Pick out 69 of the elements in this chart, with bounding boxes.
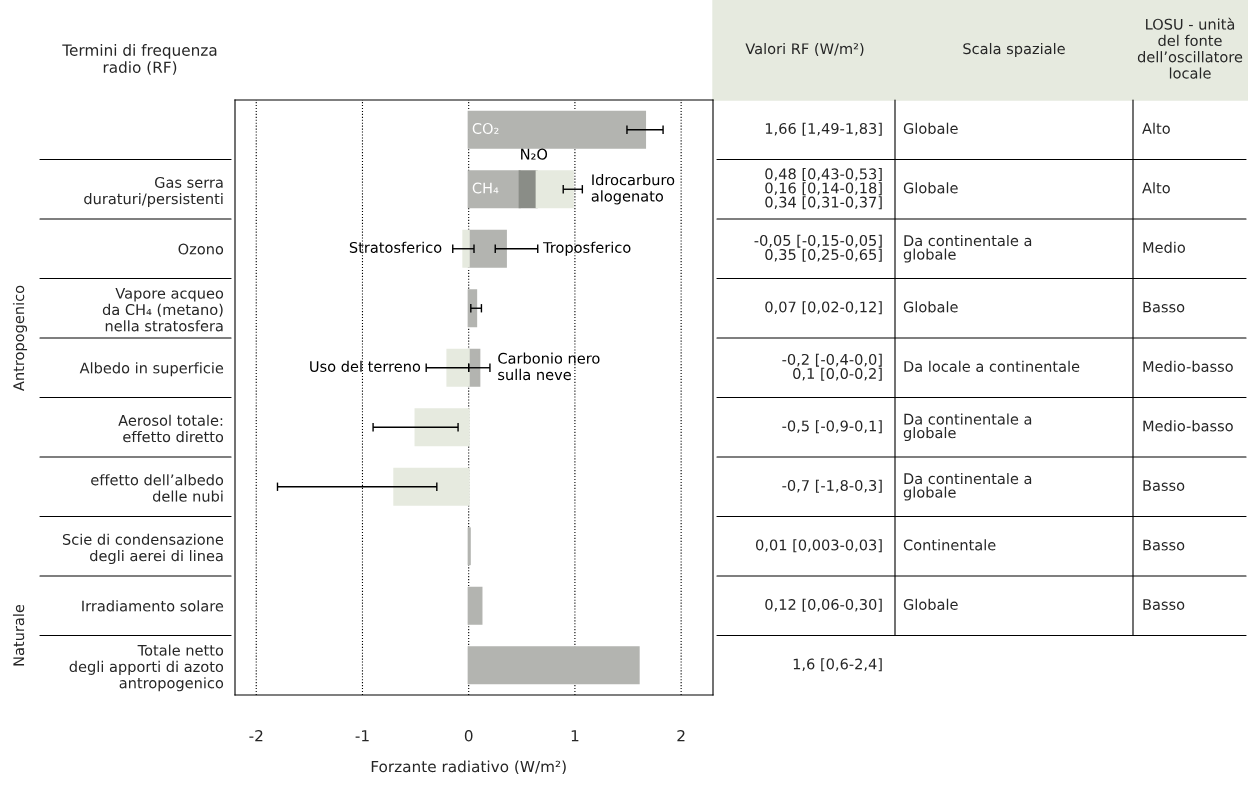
- annotation: CH₄: [472, 182, 499, 194]
- text: Naturale: [12, 604, 25, 666]
- y-tick-label: Totale netto degli apporti di azoto antropogenico: [69, 644, 224, 692]
- bar: [467, 170, 521, 209]
- text: Da locale a continentale: [904, 360, 1080, 372]
- bar: [414, 408, 470, 447]
- bar: [462, 229, 470, 268]
- text: Da continentale a globale: [903, 413, 1032, 442]
- bar: [393, 467, 470, 506]
- annotation: Carbonio nero sulla neve: [498, 352, 600, 381]
- annotation: CO₂: [472, 122, 499, 134]
- bar: [535, 170, 574, 209]
- bar: [467, 229, 507, 268]
- annotation: Stratosferico: [349, 241, 442, 253]
- bar: [518, 170, 538, 209]
- annotation: Uso del terreno: [310, 360, 421, 372]
- x-tick-label: 0: [464, 729, 473, 742]
- text: Basso: [1143, 539, 1185, 551]
- bar: [467, 586, 483, 625]
- text: 0,07 [0,02-0,12]: [765, 301, 882, 315]
- text: Continentale: [903, 539, 996, 551]
- x-tick-label: -2: [249, 729, 263, 742]
- text: Antropogenico: [12, 285, 28, 391]
- text: 0,01 [0,003-0,03]: [756, 539, 882, 553]
- text: 0,48 [0,43-0,53] 0,16 [0,14-0,18] 0,34 [0,31-0,37]: [765, 168, 882, 210]
- y-tick-label: Aerosol totale: effetto diretto: [118, 414, 224, 443]
- text: Globale: [903, 182, 958, 194]
- annotation: Troposferico: [543, 241, 631, 256]
- y-tick-label: effetto dell’albedo delle nubi: [91, 474, 224, 502]
- text: Medio: [1143, 241, 1185, 253]
- text: -0,5 [-0,9-0,1]: [782, 420, 882, 434]
- text: Termini di frequenza radio (RF): [62, 44, 217, 75]
- annotation: Idrocarburo alogenato: [591, 174, 675, 205]
- x-tick-label: 2: [677, 729, 685, 742]
- text: Globale: [903, 301, 958, 313]
- text: Basso: [1143, 599, 1185, 610]
- text: LOSU - unità del fonte dell’oscillatore locale: [1137, 17, 1243, 79]
- text: Scala spaziale: [963, 42, 1065, 58]
- text: Basso: [1143, 301, 1185, 313]
- y-tick-label: Vapore acqueo da CH₄ (metano) nella stratosfera: [102, 287, 224, 332]
- x-tick-label: 1: [571, 730, 579, 742]
- y-tick-label: Gas serra duraturi/persistenti: [84, 176, 223, 208]
- bar: [467, 110, 647, 149]
- y-tick-label: Scie di condensazione degli aerei di linea: [62, 533, 224, 565]
- y-tick-label: Ozono: [178, 243, 224, 255]
- x-tick-label: -1: [355, 730, 369, 742]
- bar: [467, 646, 640, 685]
- bar: [446, 348, 470, 387]
- text: Globale: [903, 122, 958, 134]
- text: Basso: [1143, 480, 1185, 491]
- text: Medio-basso: [1143, 420, 1233, 432]
- text: Medio-basso: [1143, 360, 1233, 372]
- text: Da continentale a globale: [903, 472, 1032, 501]
- text: Valori RF (W/m²): [745, 42, 864, 56]
- text: -0,2 [-0,4-0,0] 0,1 [0,0-0,2]: [782, 353, 882, 381]
- annotation: N₂O: [521, 148, 548, 160]
- x-axis-title: Forzante radiativo (W/m²): [371, 760, 566, 775]
- bar: [467, 289, 478, 328]
- text: 1,66 [1,49-1,83]: [765, 122, 882, 136]
- y-tick-label: Irradiamento solare: [82, 600, 224, 612]
- text: Alto: [1142, 182, 1170, 194]
- text: -0,05 [-0,15-0,05] 0,35 [0,25-0,65]: [754, 234, 882, 262]
- text: Da continentale a globale: [903, 234, 1032, 263]
- text: -0,7 [-1,8-0,3]: [782, 479, 882, 493]
- text: Globale: [903, 598, 958, 610]
- text: 1,6 [0,6-2,4]: [793, 658, 882, 672]
- text: Alto: [1142, 122, 1170, 134]
- text: 0,12 [0,06-0,30]: [765, 598, 882, 612]
- y-tick-label: Albedo in superficie: [79, 362, 224, 377]
